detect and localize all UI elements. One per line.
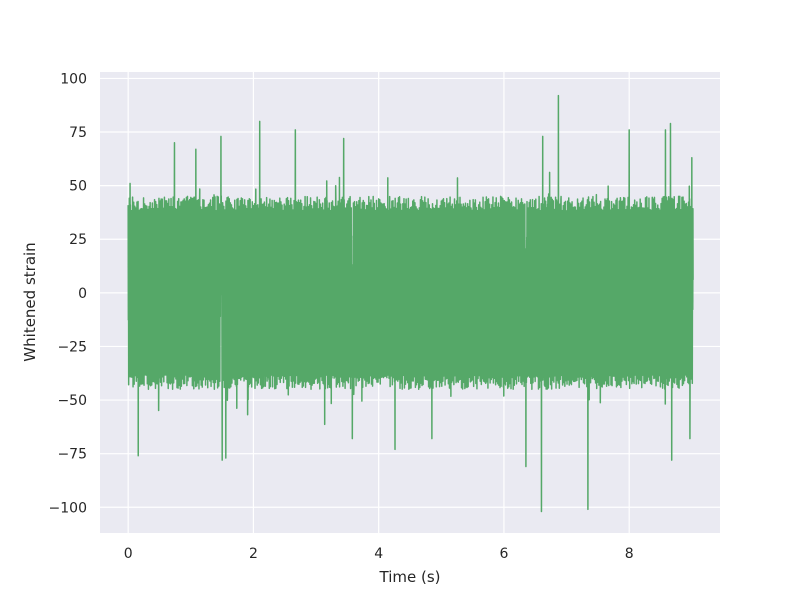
series-layer (127, 94, 694, 513)
x-tick-label: 8 (625, 546, 634, 562)
y-tick-label: 100 (60, 71, 87, 87)
y-tick-label: −25 (57, 339, 87, 355)
y-tick-label: 75 (69, 125, 87, 141)
x-tick-label: 6 (499, 546, 508, 562)
y-ticks: −100 −75 −50 −25 0 25 50 75 100 (49, 71, 87, 516)
x-axis-label: Time (s) (379, 568, 441, 586)
x-tick-label: 0 (124, 546, 133, 562)
y-tick-label: 50 (69, 179, 87, 195)
y-tick-label: −50 (57, 393, 87, 409)
y-tick-label: −100 (49, 500, 87, 516)
y-axis-label: Whitened strain (21, 242, 39, 361)
y-tick-label: 0 (78, 286, 87, 302)
x-tick-label: 2 (249, 546, 258, 562)
series-line (127, 94, 694, 513)
y-tick-label: 25 (69, 232, 87, 248)
y-tick-label: −75 (57, 447, 87, 463)
x-tick-label: 4 (374, 546, 383, 562)
x-ticks: 0 2 4 6 8 (124, 546, 634, 562)
